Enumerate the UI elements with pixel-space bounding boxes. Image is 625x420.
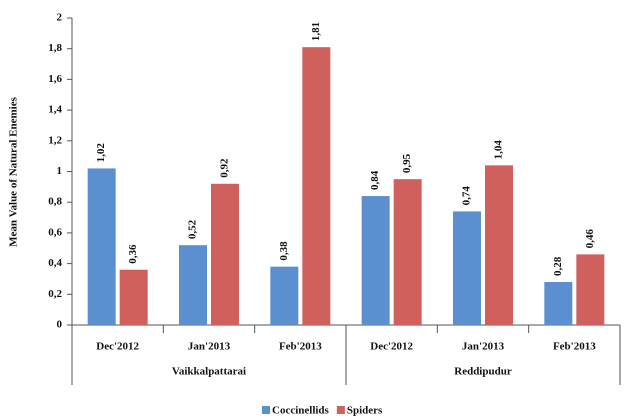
bar: [211, 183, 239, 325]
y-tick-label: 0,8: [48, 196, 62, 208]
value-label: 0,74: [461, 186, 473, 206]
bar: [302, 47, 331, 325]
y-tick-label: 1: [57, 165, 63, 177]
value-label: 0,95: [401, 153, 413, 173]
x-tick-label: Feb'2013: [279, 341, 322, 353]
y-axis-label: Mean Value of Natural Enemies: [8, 96, 20, 246]
bar: [485, 165, 513, 325]
bar: [87, 168, 116, 325]
y-tick-label: 0,4: [48, 257, 62, 269]
legend-swatch: [336, 406, 345, 414]
y-tick-label: 1,8: [48, 42, 62, 54]
group-label: Reddipudur: [454, 366, 512, 378]
bar: [576, 254, 605, 325]
x-tick-label: Jan'2013: [188, 341, 231, 353]
bar: [361, 196, 390, 325]
value-label: 0,38: [278, 241, 290, 261]
value-label: 0,46: [584, 229, 596, 249]
x-tick-label: Jan'2013: [462, 341, 505, 353]
value-label: 1,02: [95, 143, 107, 163]
bar: [119, 269, 148, 325]
y-tick-label: 0: [57, 319, 63, 331]
legend-label: Coccinellids: [272, 405, 330, 417]
value-label: 1,04: [493, 140, 505, 160]
value-label: 0,92: [219, 158, 231, 178]
bar: [453, 211, 481, 325]
x-tick-label: Feb'2013: [553, 341, 596, 353]
value-label: 1,81: [310, 22, 322, 41]
y-tick-label: 1,4: [48, 104, 62, 116]
x-tick-label: Dec'2012: [370, 341, 413, 353]
y-tick-label: 0,2: [48, 288, 62, 300]
value-label: 0,52: [187, 219, 199, 239]
legend-swatch: [262, 406, 270, 414]
y-tick-label: 1,6: [48, 73, 62, 85]
y-tick-label: 0,6: [48, 226, 62, 238]
legend-label: Spiders: [347, 405, 383, 417]
group-label: Vaikkalpattarai: [172, 366, 246, 378]
bar: [179, 245, 207, 325]
bar: [393, 179, 422, 325]
bar: [270, 266, 299, 325]
value-label: 0,36: [127, 244, 139, 264]
value-label: 0,28: [552, 256, 564, 276]
x-tick-label: Dec'2012: [96, 341, 139, 353]
bar: [544, 282, 573, 325]
y-tick-label: 2: [57, 12, 63, 24]
value-label: 0,84: [369, 170, 381, 190]
y-tick-label: 1,2: [48, 134, 62, 146]
